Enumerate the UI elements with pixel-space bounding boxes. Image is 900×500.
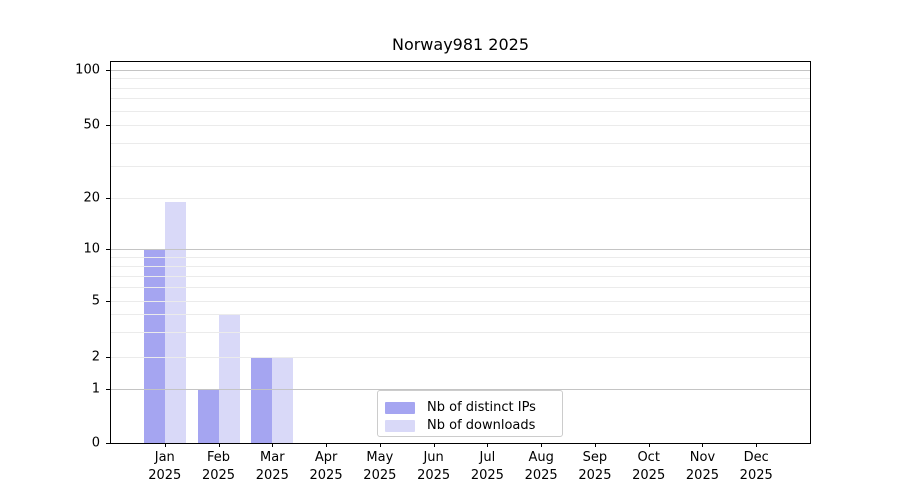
minor-gridline [111,87,810,89]
x-tick-month: Sep [582,450,608,465]
x-tick-year: 2025 [363,468,397,483]
x-tick-label: Aug 2025 [509,449,573,485]
major-gridline [111,389,810,391]
minor-gridline [111,356,810,358]
x-tick-month: Apr [314,450,338,465]
legend-item-downloads: Nb of downloads [385,417,562,434]
y-tick-mark [106,198,110,200]
minor-gridline [111,198,810,200]
x-tick-mark [272,443,274,447]
minor-gridline [111,331,810,333]
y-tick-mark [106,356,110,358]
x-tick-label: Jun 2025 [402,449,466,485]
legend-label-distinct-ips: Nb of distinct IPs [427,400,536,415]
x-tick-month: Nov [689,450,716,465]
minor-gridline [111,265,810,267]
y-tick-mark [106,69,110,71]
bar-mar-distinct-ips [251,356,273,443]
x-tick-label: Jul 2025 [455,449,519,485]
legend-item-distinct-ips: Nb of distinct IPs [385,399,562,416]
x-tick-mark [594,443,596,447]
x-tick-month: Aug [528,450,554,465]
x-tick-year: 2025 [201,468,236,483]
y-tick-label: 50 [83,117,100,133]
y-tick-mark [106,125,110,127]
chart-title: Norway981 2025 [391,35,530,54]
minor-gridline [111,110,810,112]
x-tick-year: 2025 [632,468,666,483]
x-tick-month: Jun [423,450,444,465]
x-tick-label: Mar 2025 [240,449,304,485]
x-tick-label: Nov 2025 [670,449,734,485]
x-tick-mark [218,443,220,447]
y-tick-label: 20 [83,190,100,206]
x-tick-mark [648,443,650,447]
x-tick-mark [379,443,381,447]
x-tick-month: Jul [479,450,496,465]
plot-area [110,61,811,444]
y-tick-label: 1 [91,381,100,397]
x-tick-label: May 2025 [348,449,412,485]
y-tick-label: 5 [91,293,100,309]
y-tick-mark [106,300,110,302]
x-tick-month: Feb [207,450,231,465]
minor-gridline [111,287,810,289]
x-tick-month: Mar [260,450,285,465]
x-tick-label: Dec 2025 [724,449,788,485]
y-tick-mark [106,443,110,444]
x-tick-mark [487,443,489,447]
x-tick-mark [541,443,543,447]
legend-swatch-downloads [385,419,415,432]
bar-feb-downloads [218,314,240,443]
major-gridline [111,249,810,251]
x-tick-label: Jan 2025 [133,449,197,485]
minor-gridline [111,257,810,259]
bar-feb-distinct-ips [197,389,219,443]
minor-gridline [111,98,810,100]
x-tick-year: 2025 [685,468,719,483]
x-tick-mark [702,443,704,447]
x-tick-year: 2025 [148,468,182,483]
x-tick-label: Apr 2025 [294,449,358,485]
x-tick-month: Oct [637,450,660,465]
bar-mar-downloads [272,356,294,443]
minor-gridline [111,78,810,80]
minor-gridline [111,300,810,302]
y-tick-mark [106,249,110,251]
x-tick-label: Oct 2025 [617,449,681,485]
x-tick-month: Jan [154,450,175,465]
x-tick-year: 2025 [255,468,289,483]
bar-jan-distinct-ips [143,249,165,443]
x-tick-year: 2025 [417,468,451,483]
x-tick-label: Feb 2025 [187,449,251,485]
x-tick-year: 2025 [524,468,558,483]
y-tick-label: 0 [91,435,100,451]
x-tick-mark [326,443,328,447]
minor-gridline [111,314,810,316]
y-tick-label: 10 [83,241,100,257]
y-tick-label: 100 [75,62,100,78]
legend-swatch-distinct-ips [385,401,415,414]
legend: Nb of distinct IPs Nb of downloads [377,390,563,437]
x-tick-month: May [366,450,394,465]
x-tick-year: 2025 [470,468,504,483]
y-tick-label: 2 [91,349,100,365]
x-tick-year: 2025 [309,468,343,483]
legend-label-downloads: Nb of downloads [427,418,536,433]
x-tick-year: 2025 [578,468,612,483]
x-tick-month: Dec [743,450,769,465]
major-gridline [111,69,810,71]
minor-gridline [111,143,810,145]
x-tick-mark [433,443,435,447]
x-tick-mark [756,443,758,447]
y-tick-mark [106,389,110,391]
bar-jan-downloads [164,202,186,443]
x-tick-year: 2025 [739,468,773,483]
minor-gridline [111,166,810,168]
x-tick-mark [164,443,166,447]
x-tick-label: Sep 2025 [563,449,627,485]
minor-gridline [111,275,810,277]
minor-gridline [111,125,810,127]
